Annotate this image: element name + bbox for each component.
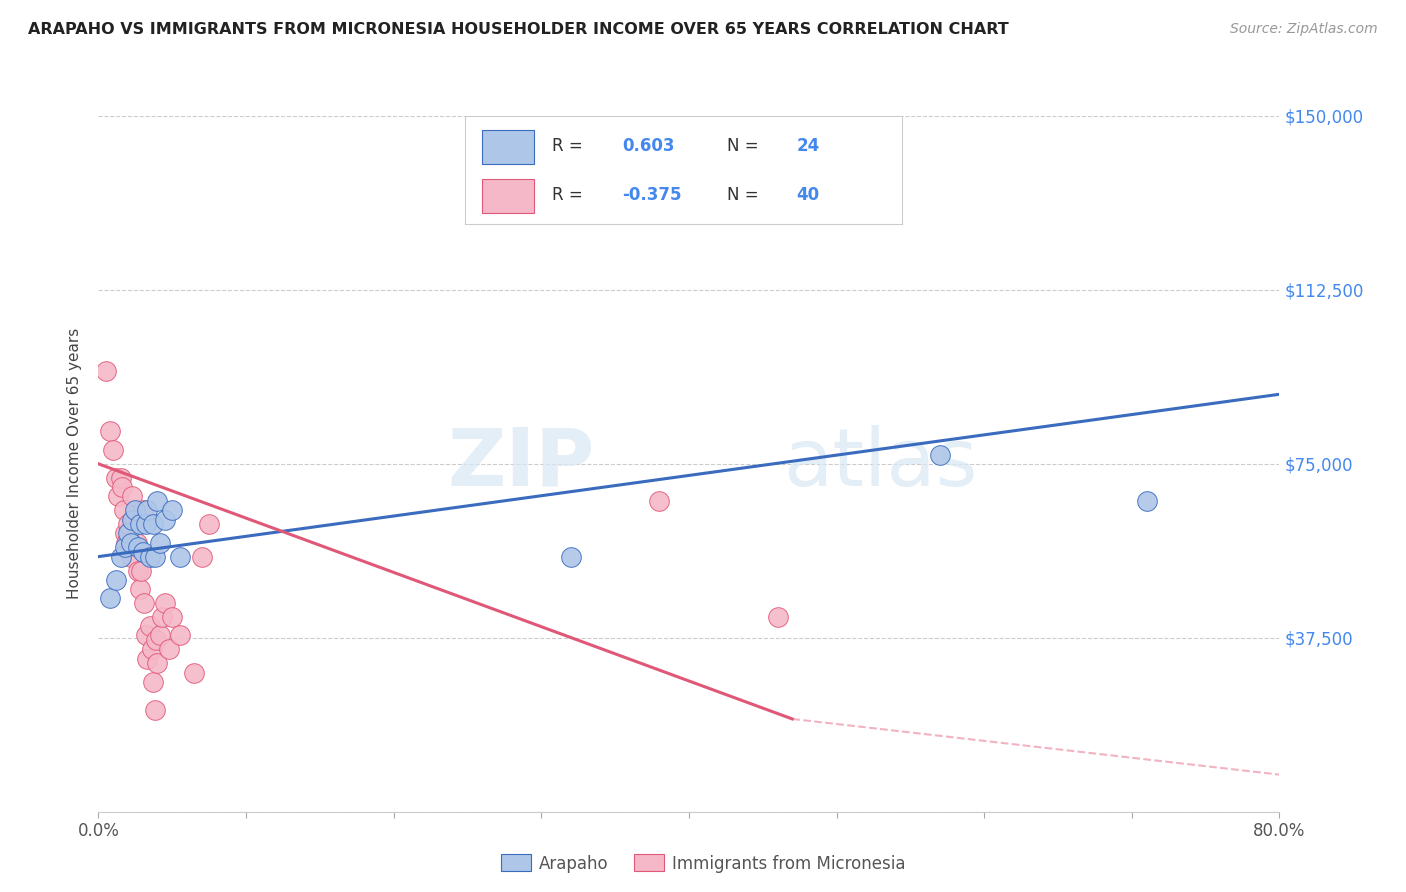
Point [139,619,162,633]
Point [127,564,149,578]
Point [157,642,180,657]
Point [129,564,152,578]
Point [117,517,139,532]
Text: 40: 40 [797,186,820,203]
Y-axis label: Householder Income Over 65 years: Householder Income Over 65 years [67,328,83,599]
Point [198,517,221,532]
Text: 24: 24 [797,137,820,155]
Text: N =: N = [727,137,763,155]
Text: ZIP: ZIP [447,425,595,503]
Point [120,549,142,564]
Point [169,628,191,642]
Point [128,582,150,596]
Point [125,535,148,549]
Point [136,651,159,665]
Text: R =: R = [553,186,588,203]
Point [149,628,172,642]
Point [169,549,191,564]
Point [98,591,121,606]
Point [162,610,183,624]
Point [121,512,143,526]
Point [146,494,169,508]
Point [139,549,162,564]
Point [560,549,582,564]
Point [153,596,176,610]
Point [124,512,146,526]
Point [114,526,136,541]
Point [117,526,139,541]
Point [135,628,157,642]
Point [145,633,167,648]
FancyBboxPatch shape [482,178,534,213]
Point [107,489,129,503]
Point [94,364,117,378]
Point [766,610,789,624]
Point [146,657,169,671]
Point [98,425,121,439]
Point [162,503,183,517]
Point [648,494,671,508]
Point [110,549,132,564]
Text: 0.603: 0.603 [621,137,675,155]
Point [183,665,205,680]
Point [132,545,155,559]
Point [105,471,128,485]
Point [118,541,141,555]
Point [135,517,157,532]
Point [153,512,176,526]
Point [114,541,136,555]
Point [191,549,214,564]
Point [149,535,172,549]
Point [134,596,156,610]
Text: R =: R = [553,137,588,155]
Text: -0.375: -0.375 [621,186,682,203]
Point [143,549,166,564]
Point [105,573,128,587]
Point [136,503,159,517]
Point [143,703,166,717]
Point [121,489,143,503]
Point [112,503,135,517]
Point [1135,494,1157,508]
Point [142,674,165,689]
Text: atlas: atlas [783,425,977,503]
Point [128,517,150,532]
Point [110,471,132,485]
FancyBboxPatch shape [482,130,534,164]
Text: ARAPAHO VS IMMIGRANTS FROM MICRONESIA HOUSEHOLDER INCOME OVER 65 YEARS CORRELATI: ARAPAHO VS IMMIGRANTS FROM MICRONESIA HO… [28,22,1010,37]
Legend: Arapaho, Immigrants from Micronesia: Arapaho, Immigrants from Micronesia [494,847,912,880]
Text: Source: ZipAtlas.com: Source: ZipAtlas.com [1230,22,1378,37]
Point [142,517,165,532]
Point [120,535,142,549]
Point [127,541,149,555]
Point [115,535,138,549]
Point [928,448,950,462]
Point [150,610,173,624]
Point [103,442,125,457]
Point [132,503,155,517]
Text: N =: N = [727,186,763,203]
Point [111,480,134,494]
Point [141,642,163,657]
Point [124,503,146,517]
